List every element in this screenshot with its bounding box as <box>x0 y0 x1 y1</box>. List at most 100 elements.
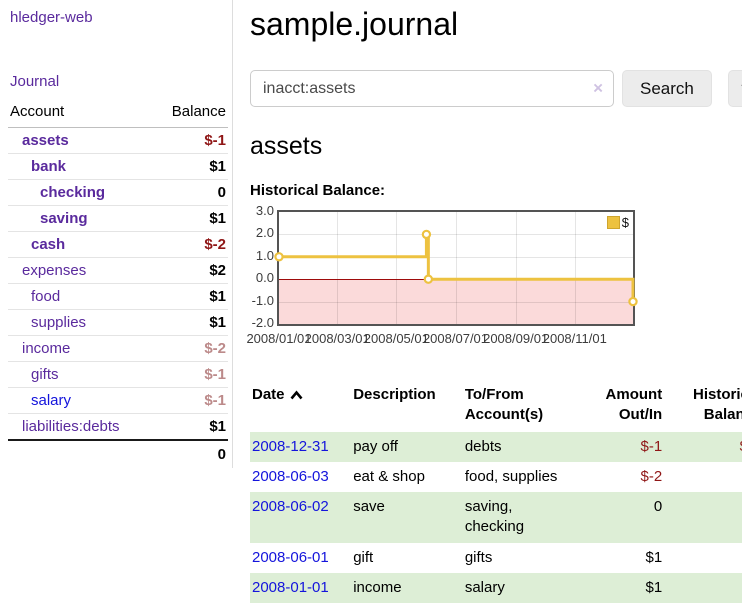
account-link[interactable]: cash <box>31 236 66 253</box>
register-row: 2008-06-02 save saving, checking 0$2 <box>250 492 742 543</box>
transaction-amount: $1 <box>645 578 663 596</box>
transaction-amount: $-1 <box>640 437 663 455</box>
x-axis-tick-label: 2008/11/01 <box>542 331 607 346</box>
y-axis-tick-label: -2.0 <box>251 315 274 330</box>
account-balance: $1 <box>153 283 228 310</box>
account-row: assets $-1 <box>8 128 228 154</box>
accounts-header-account: Account <box>8 100 154 128</box>
accounts-total-value: 0 <box>153 439 228 468</box>
gridline <box>575 212 576 324</box>
app-title-link[interactable]: hledger-web <box>10 9 93 26</box>
transaction-date-link[interactable]: 2008-06-03 <box>252 467 329 485</box>
transaction-description: gift <box>353 548 374 566</box>
transaction-amount: $-2 <box>640 467 663 485</box>
legend-swatch <box>606 216 620 229</box>
accounts-table: Account Balance assets $-1 bank $1 checking 0… <box>8 100 228 468</box>
account-row: bank $1 <box>8 153 228 180</box>
x-axis-tick-label: 2008/07/01 <box>422 331 489 346</box>
account-balance: $-2 <box>153 335 228 362</box>
y-axis-tick-label: -1.0 <box>251 292 274 308</box>
x-axis-tick-label: 2008/01/01 <box>246 331 312 346</box>
x-axis-tick-label: 2008/03/01 <box>304 331 370 346</box>
chart-title: Historical Balance: <box>250 182 386 199</box>
data-point-marker <box>423 274 434 284</box>
register-header-accounts: To/From Account(s) <box>464 386 544 424</box>
chevron-up-icon <box>290 390 303 400</box>
account-balance: $-1 <box>153 361 228 388</box>
transaction-date-link[interactable]: 2008-01-01 <box>252 578 329 596</box>
account-row: supplies $1 <box>8 309 228 336</box>
account-link[interactable]: liabilities:debts <box>22 418 120 435</box>
account-link[interactable]: supplies <box>31 314 87 331</box>
account-row: saving $1 <box>8 205 228 232</box>
y-axis-tick-label: 3.0 <box>255 203 274 218</box>
account-balance: $2 <box>153 257 228 284</box>
account-link[interactable]: assets <box>22 132 69 149</box>
gridline <box>279 302 633 303</box>
total-spacer <box>8 439 154 468</box>
search-form: × Search ? <box>250 70 742 107</box>
transaction-balance: 0 <box>664 462 742 492</box>
transaction-accounts: food, supplies <box>464 467 558 485</box>
register-row: 2008-01-01 income salary $1$1 <box>250 572 742 603</box>
page-title: sample.journal <box>250 6 459 42</box>
account-row: expenses $2 <box>8 257 228 284</box>
legend-label: $ <box>621 215 629 230</box>
search-button[interactable]: Search <box>622 70 712 107</box>
search-input[interactable] <box>250 70 614 107</box>
account-link[interactable]: expenses <box>22 262 87 279</box>
historical-balance-chart: $ 2008/01/01 2008/03/01 2008/05/01 2008/07/… <box>246 203 742 361</box>
account-link[interactable]: checking <box>40 184 106 201</box>
transaction-description: pay off <box>353 437 398 455</box>
account-balance: $1 <box>153 413 228 440</box>
account-balance: $-1 <box>153 387 228 414</box>
transaction-description: save <box>353 498 385 515</box>
account-link[interactable]: food <box>31 288 61 305</box>
account-link[interactable]: income <box>22 340 71 357</box>
register-row: 2008-12-31 pay off debts $-1$-1 <box>250 431 742 462</box>
data-point-marker <box>628 296 638 307</box>
transaction-description: eat & shop <box>353 467 425 485</box>
transaction-date-link[interactable]: 2008-12-31 <box>252 437 329 455</box>
account-row: checking 0 <box>8 179 228 206</box>
gridline <box>516 212 517 324</box>
transaction-date-link[interactable]: 2008-06-01 <box>252 548 329 566</box>
y-axis-tick-label: 1.0 <box>255 247 274 263</box>
x-axis-tick-label: 2008/05/01 <box>363 331 429 346</box>
gridline <box>456 212 457 324</box>
data-point-marker <box>274 252 284 262</box>
data-point-marker <box>421 229 432 240</box>
transaction-accounts: gifts <box>464 548 493 566</box>
transaction-accounts: saving, checking <box>464 498 525 536</box>
transaction-amount: $1 <box>645 548 663 566</box>
account-balance: 0 <box>153 179 228 206</box>
sidebar-item-journal[interactable]: Journal <box>10 73 60 90</box>
gridline <box>279 234 633 235</box>
account-link[interactable]: bank <box>31 158 67 175</box>
account-row: salary $-1 <box>8 387 228 414</box>
account-link[interactable]: salary <box>31 392 72 409</box>
transaction-date-link[interactable]: 2008-06-02 <box>252 498 329 515</box>
chart-legend: $ <box>606 215 629 230</box>
account-balance: $1 <box>153 153 228 180</box>
register-header-amount: Amount Out/In <box>605 386 663 424</box>
transaction-description: income <box>353 578 402 596</box>
y-axis-tick-label: 0.0 <box>255 270 274 286</box>
account-heading: assets <box>250 132 323 160</box>
help-button[interactable]: ? <box>727 70 742 107</box>
accounts-header-balance: Balance <box>153 100 228 128</box>
register-header-balance: Historical Balance <box>692 386 742 424</box>
account-link[interactable]: gifts <box>31 366 59 383</box>
clear-search-icon[interactable]: × <box>593 78 603 98</box>
register-header-date[interactable]: Date <box>250 380 351 432</box>
account-link[interactable]: saving <box>40 210 88 227</box>
account-balance: $1 <box>153 205 228 232</box>
main-content: sample.journal × Search ? assets Histori… <box>233 0 742 603</box>
negative-region <box>279 279 633 324</box>
account-balance: $-2 <box>153 231 228 258</box>
chart-plot-area: $ <box>274 210 638 326</box>
gridline <box>279 257 633 258</box>
account-balance: $-1 <box>204 132 226 149</box>
account-balance: $1 <box>153 309 228 336</box>
transaction-balance: $2 <box>664 492 742 543</box>
